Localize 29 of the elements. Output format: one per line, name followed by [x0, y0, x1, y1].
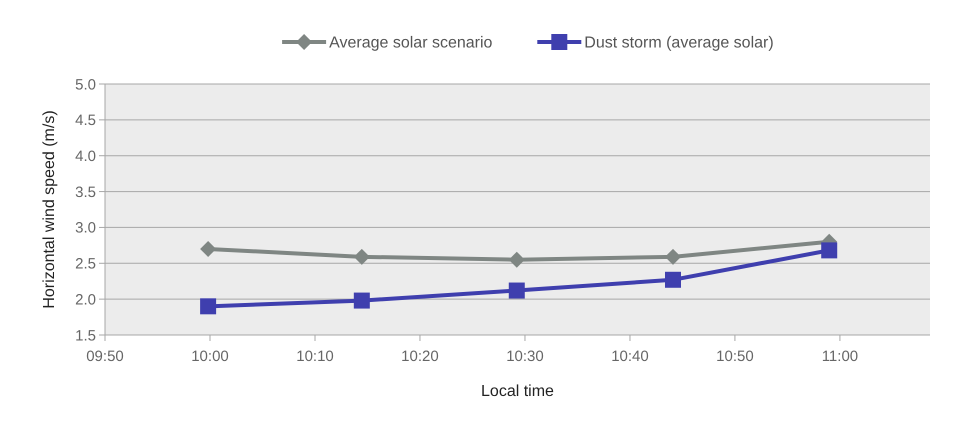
y-tick-label: 3.5: [75, 184, 96, 201]
point: [664, 248, 681, 265]
y-tick-label: 2.5: [75, 256, 96, 273]
x-tick-label: 10:20: [401, 348, 439, 365]
x-tick-label: 10:00: [191, 348, 229, 365]
point: [200, 298, 216, 314]
y-tick-label: 4.0: [75, 148, 96, 165]
y-tick-label: 5.0: [75, 76, 96, 94]
point: [664, 272, 681, 288]
x-tick-label: 11:00: [822, 348, 858, 365]
legend-label: Average solar scenario: [329, 34, 493, 52]
x-tick-label: 10:30: [506, 348, 544, 365]
x-axis-title: Local time: [481, 383, 554, 400]
point: [354, 248, 370, 265]
point: [200, 240, 216, 257]
point: [508, 252, 525, 268]
y-tick-label: 4.5: [75, 112, 96, 130]
x-tick-label: 09:50: [86, 348, 124, 365]
point: [508, 282, 525, 299]
y-tick-label: 2.0: [75, 291, 96, 308]
y-axis-title: Horizontal wind speed (m/s): [41, 110, 58, 309]
y-tick-label: 1.5: [75, 327, 96, 344]
point: [354, 292, 370, 309]
legend-label: Dust storm (average solar): [584, 34, 774, 52]
x-tick-label: 10:10: [296, 348, 334, 365]
x-tick-label: 10:40: [611, 348, 649, 365]
x-tick-label: 10:50: [716, 348, 754, 365]
point: [821, 242, 838, 258]
y-tick-label: 3.0: [75, 220, 96, 237]
